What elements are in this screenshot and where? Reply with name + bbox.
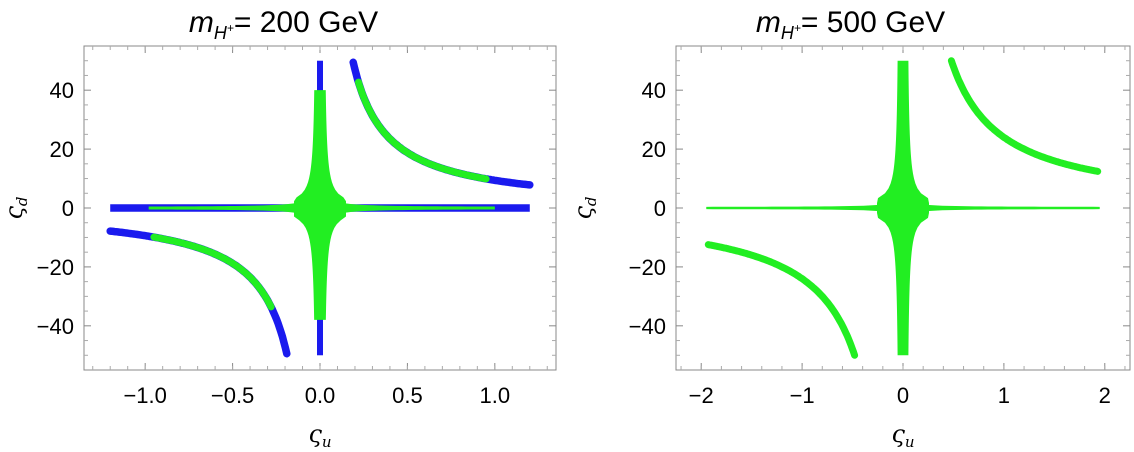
title-subscript: H+ bbox=[780, 21, 801, 43]
y-tick-label: 40 bbox=[50, 78, 74, 103]
x-tick-label: −1 bbox=[790, 383, 815, 408]
data-region-group bbox=[106, 58, 534, 358]
x-axis-label: ςu bbox=[308, 420, 331, 451]
x-tick-label: −0.5 bbox=[211, 383, 254, 408]
y-tick-label: 40 bbox=[642, 78, 666, 103]
title-superscript: + bbox=[793, 21, 801, 35]
y-tick-label: −20 bbox=[37, 255, 74, 280]
y-axis-label-subscript: d bbox=[582, 196, 600, 206]
x-tick-label: −1.0 bbox=[123, 383, 166, 408]
hyperbola-branch-region bbox=[355, 78, 490, 183]
y-axis-label: ςd bbox=[569, 196, 600, 219]
title-text: = 200 GeV bbox=[233, 6, 379, 39]
x-tick-label: 1.0 bbox=[480, 383, 511, 408]
vertical-spike-region bbox=[294, 90, 346, 320]
x-tick-label: 2 bbox=[1099, 383, 1111, 408]
x-tick-label: 0.0 bbox=[305, 383, 336, 408]
hyperbola-branch-region bbox=[150, 233, 275, 311]
y-axis-label: ςd bbox=[0, 196, 31, 219]
chart-panel-right: −2 −1 0 1 2 −40 −20 0 20 40 ςu ςd mH+= 500 GeV bbox=[567, 0, 1134, 452]
x-tick-label: 0 bbox=[897, 383, 909, 408]
data-region-group bbox=[704, 57, 1102, 359]
x-tick-label: 0.5 bbox=[392, 383, 423, 408]
x-axis-label-symbol: ς bbox=[891, 420, 905, 448]
chart-title-right: mH+= 500 GeV bbox=[567, 6, 1134, 44]
title-symbol: m bbox=[188, 6, 214, 39]
x-axis-label-symbol: ς bbox=[308, 420, 322, 448]
y-axis-label-subscript: d bbox=[13, 196, 31, 206]
y-tick-label: 0 bbox=[654, 196, 666, 221]
x-axis-label: ςu bbox=[891, 420, 914, 451]
vertical-spike-region bbox=[877, 60, 929, 356]
y-axis-label-symbol: ς bbox=[569, 206, 597, 220]
y-tick-label: 0 bbox=[62, 196, 74, 221]
y-tick-label: −40 bbox=[629, 314, 666, 339]
x-axis-label-subscript: u bbox=[905, 433, 915, 451]
y-axis-label-symbol: ς bbox=[0, 206, 28, 220]
chart-title-left: mH+= 200 GeV bbox=[0, 6, 567, 44]
title-subscript: H+ bbox=[213, 21, 234, 43]
hyperbola-branch-region bbox=[947, 57, 1102, 175]
title-text: = 500 GeV bbox=[800, 6, 946, 39]
title-symbol: m bbox=[755, 6, 781, 39]
x-axis-label-subscript: u bbox=[322, 433, 332, 451]
hyperbola-branch-region bbox=[704, 241, 859, 359]
x-tick-label: 1 bbox=[998, 383, 1010, 408]
x-tick-label: −2 bbox=[689, 383, 714, 408]
y-tick-label: −40 bbox=[37, 314, 74, 339]
title-superscript: + bbox=[226, 21, 234, 35]
y-tick-label: 20 bbox=[642, 137, 666, 162]
y-tick-label: −20 bbox=[629, 255, 666, 280]
chart-panel-left: −1.0 −0.5 0.0 0.5 1.0 −40 −20 0 20 40 ςu ςd mH+= 20… bbox=[0, 6, 567, 451]
y-tick-label: 20 bbox=[50, 137, 74, 162]
